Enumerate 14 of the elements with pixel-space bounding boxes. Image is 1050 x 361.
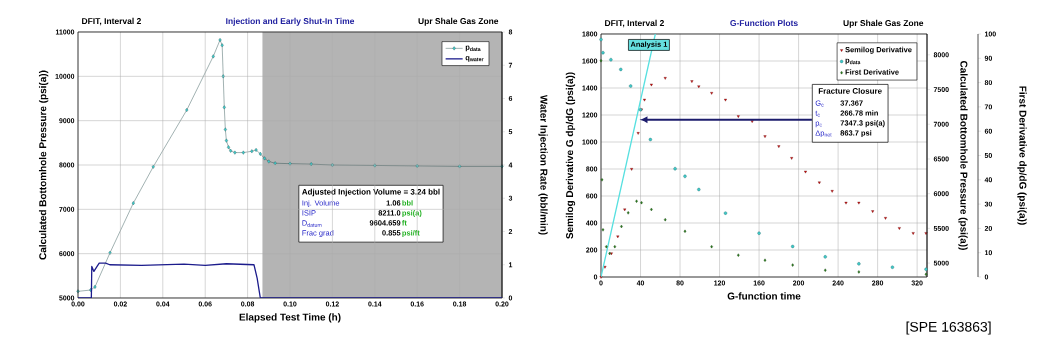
y-axis-title: Semilog Derivative G dp/dG (psi(a)) <box>565 72 576 239</box>
y2-axis-title: Water Injection Rate (bbl/min) <box>538 94 548 235</box>
x-axis-title: G-function time <box>727 292 801 300</box>
chart-title: Injection and Early Shut-In Time <box>226 17 355 26</box>
chart-subtitle: DFIT, Interval 2 <box>605 19 664 28</box>
text: Upr Shale Gas Zone <box>843 19 924 28</box>
y3-axis-title: First Derivative dp/dG (psi(a)) <box>1017 86 1027 225</box>
text: Upr Shale Gas Zone <box>418 17 499 26</box>
chart-subtitle: DFIT, Interval 2 <box>82 17 141 26</box>
y2-axis-title: Calculated Bottomhole Pressure (psi(a)) <box>958 60 968 250</box>
y-axis-title: Calculated Bottomhole Pressure (psi(a)) <box>38 70 49 260</box>
x-axis-title: Elapsed Test Time (h) <box>239 313 341 323</box>
text: [SPE 163863] <box>906 321 991 335</box>
chart-title: G-Function Plots <box>730 19 798 27</box>
